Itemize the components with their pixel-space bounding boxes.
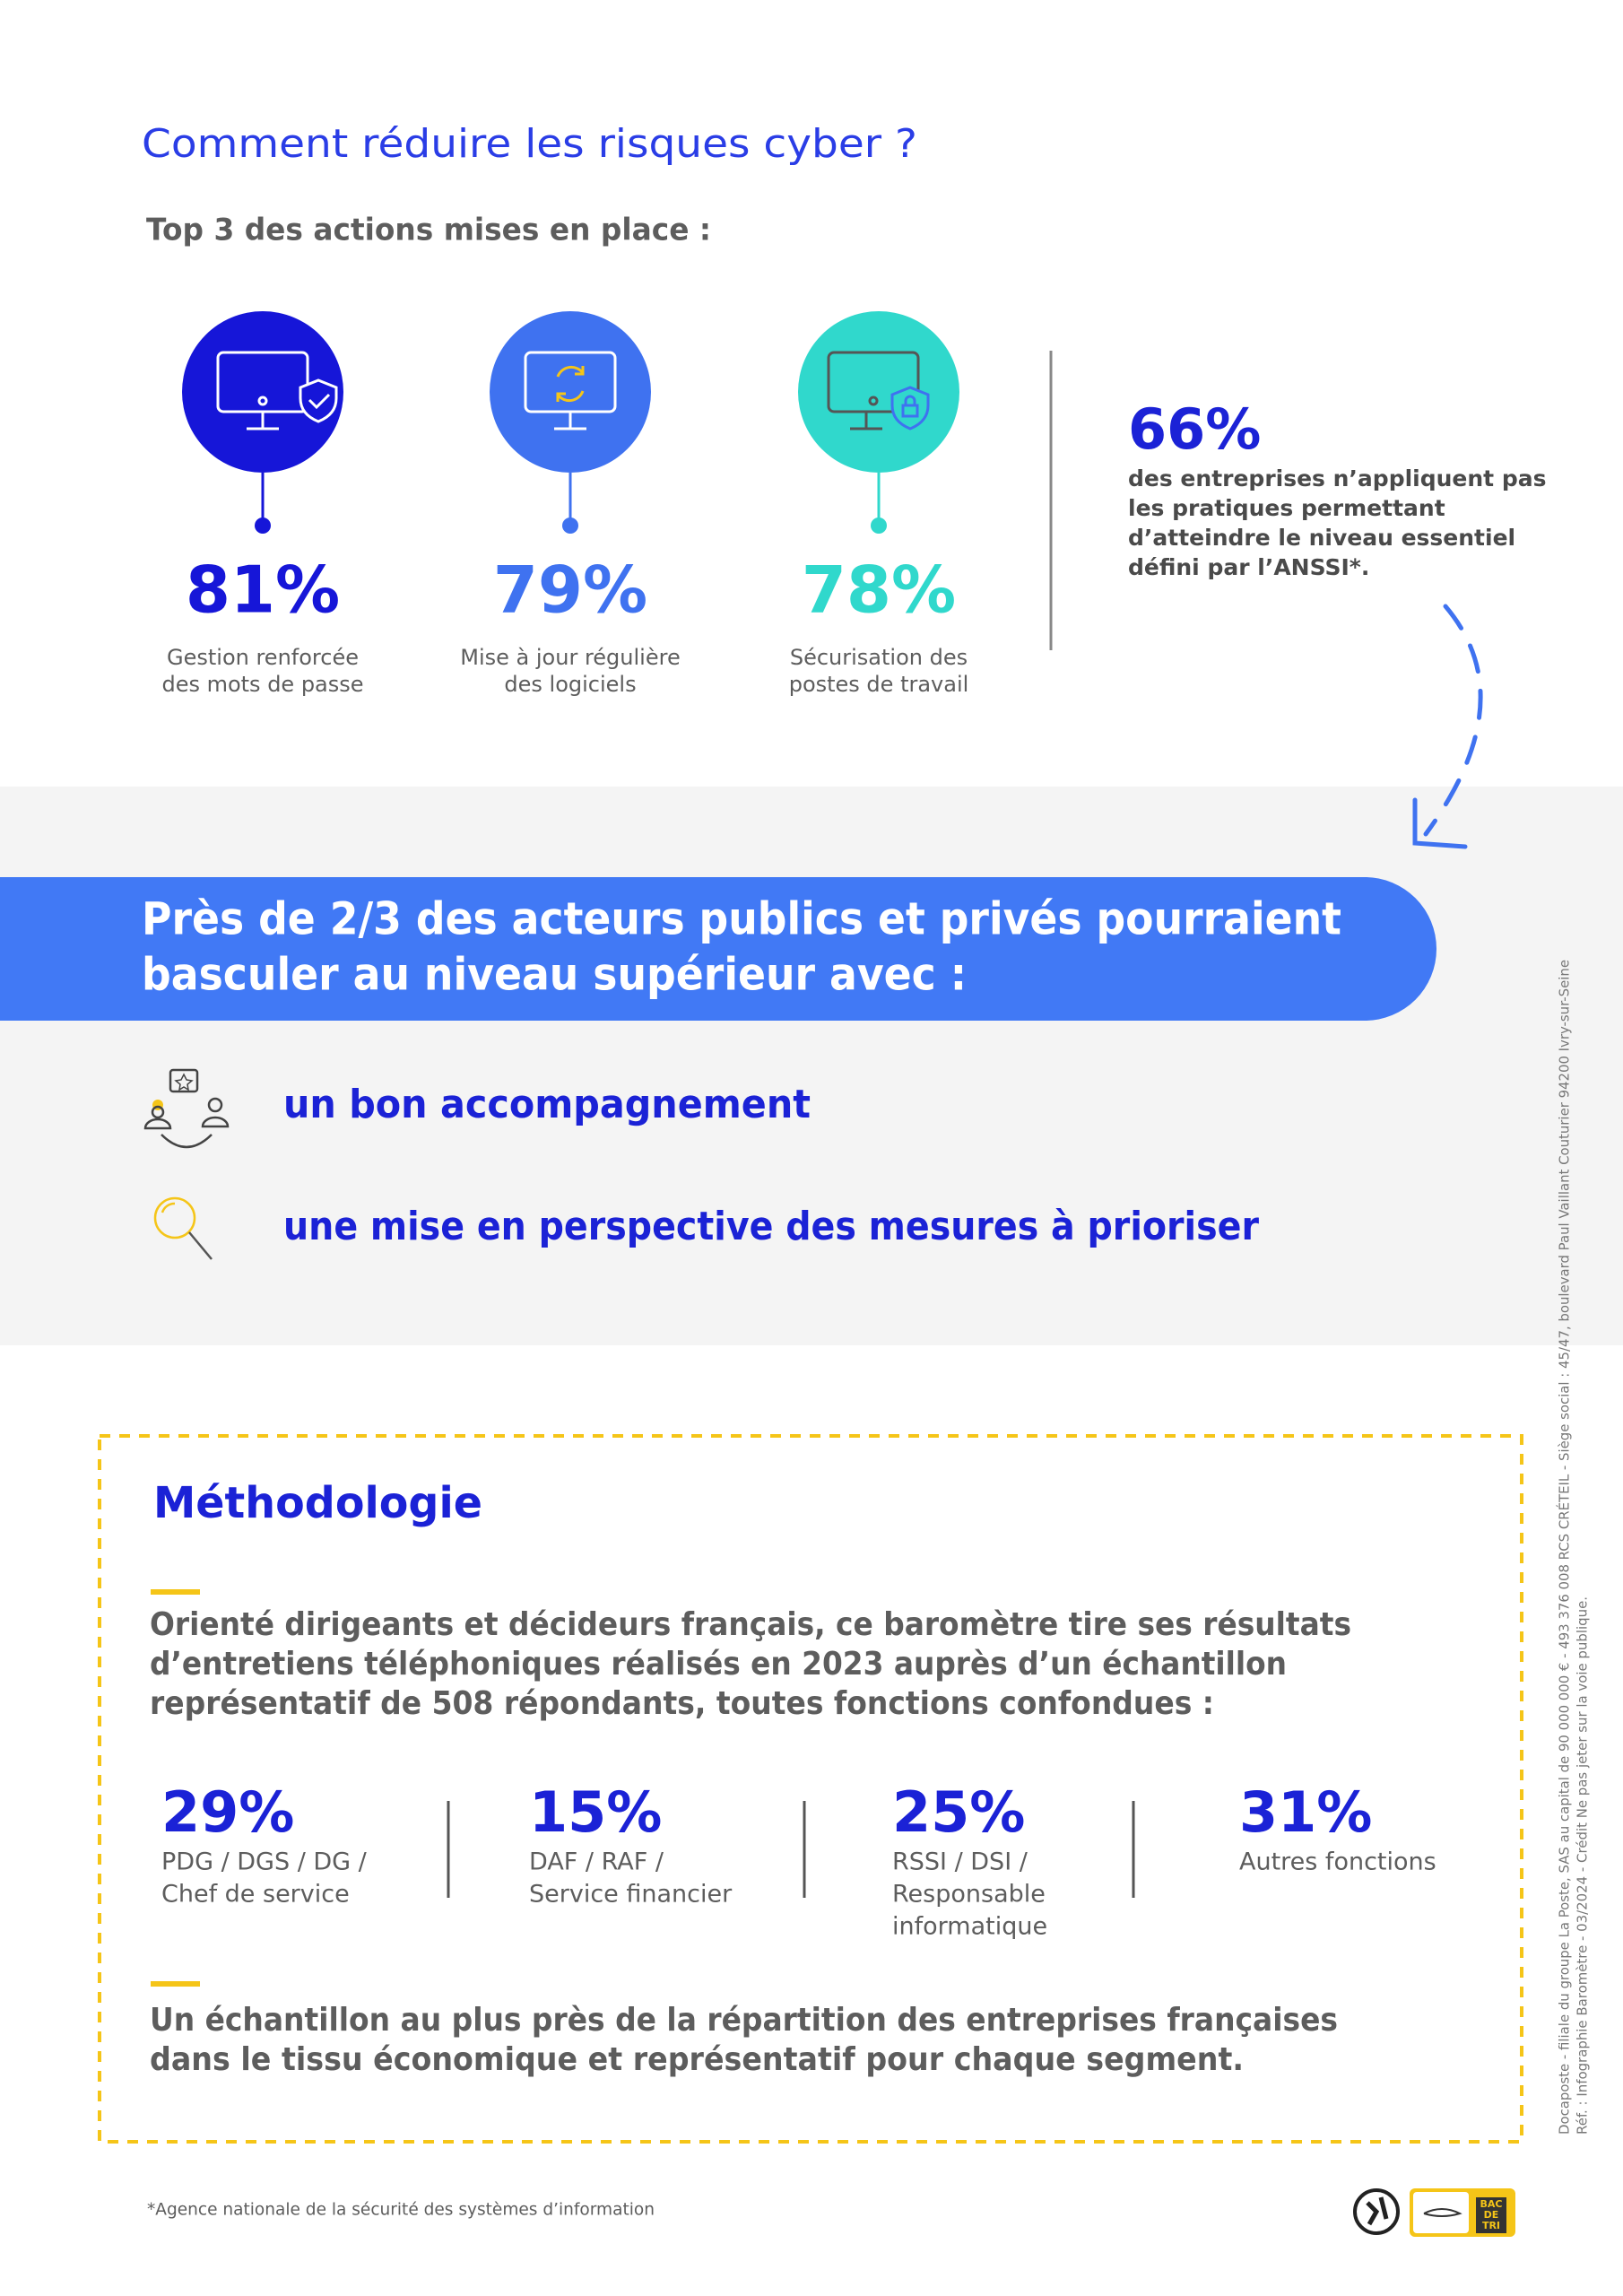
- legal-text: Réf. : Infographie Baromètre - 03/2024 -…: [1575, 1596, 1591, 2135]
- subtitle: Top 3 des actions mises en place :: [146, 213, 711, 248]
- stat-percent: 31%: [1239, 1779, 1372, 1845]
- methodology-conclusion: Un échantillon au plus près de la répart…: [150, 2002, 1338, 2039]
- methodology-intro: d’entretiens téléphoniques réalisés en 2…: [150, 1646, 1287, 1683]
- action-label: Mise à jour régulière: [460, 645, 680, 670]
- gray-band: [0, 787, 1623, 1345]
- bin-label: DE: [1484, 2209, 1499, 2221]
- highlight-text: les pratiques permettant: [1128, 495, 1445, 521]
- stat-label: informatique: [892, 1913, 1047, 1941]
- arrow-head: [1412, 797, 1468, 849]
- banner-text: Près de 2/3 des acteurs publics et privé…: [142, 893, 1341, 945]
- stat-label: DAF / RAF /: [529, 1848, 664, 1876]
- stat-label: Responsable: [892, 1881, 1046, 1909]
- action-percent: 79%: [493, 552, 647, 628]
- dot: [871, 517, 887, 534]
- highlight-text: d’atteindre le niveau essentiel: [1128, 525, 1515, 551]
- stat-percent: 15%: [529, 1779, 662, 1845]
- lever-text: un bon accompagnement: [283, 1082, 811, 1127]
- title: Comment réduire les risques cyber ?: [142, 121, 917, 167]
- icon-circle: [798, 311, 959, 473]
- action-label: Gestion renforcée: [167, 645, 359, 670]
- action-icons: [182, 311, 959, 534]
- support-icon: [143, 1068, 230, 1149]
- dot: [562, 517, 578, 534]
- methodology-intro: représentatif de 508 répondants, toutes …: [150, 1685, 1214, 1722]
- bin-label: BAC: [1480, 2198, 1503, 2210]
- methodology-intro: Orienté dirigeants et décideurs français…: [150, 1606, 1351, 1643]
- magnifier-icon: [153, 1196, 213, 1260]
- action-label: postes de travail: [789, 672, 969, 697]
- dot: [255, 517, 271, 534]
- action-label: Sécurisation des: [790, 645, 968, 670]
- methodology-title: Méthodologie: [153, 1478, 482, 1528]
- action-label: des mots de passe: [161, 672, 363, 697]
- bin-label: TRI: [1482, 2220, 1500, 2231]
- monitor-lock-icon: [827, 351, 930, 430]
- highlight-text: des entreprises n’appliquent pas: [1128, 465, 1546, 491]
- stat-percent: 29%: [161, 1779, 294, 1845]
- triman-inner: [1413, 2192, 1469, 2233]
- lever-text: une mise en perspective des mesures à pr…: [283, 1204, 1259, 1249]
- methodology-conclusion: dans le tissu économique et représentati…: [150, 2041, 1244, 2078]
- logos: [1353, 2188, 1515, 2237]
- methodology-box: [98, 1434, 1523, 2144]
- stat-label: Chef de service: [161, 1881, 350, 1909]
- legal-text: Docaposte - filiale du groupe La Poste, …: [1556, 960, 1573, 2135]
- dashed-arrow: [1423, 604, 1483, 837]
- stat-label: Service financier: [529, 1881, 733, 1909]
- monitor-update-icon: [524, 351, 617, 430]
- footnote: *Agence nationale de la sécurité des sys…: [147, 2200, 655, 2220]
- monitor-shield-icon: [216, 351, 338, 430]
- stat-label: Autres fonctions: [1239, 1848, 1436, 1876]
- stat-label: PDG / DGS / DG /: [161, 1848, 368, 1876]
- stat-label: RSSI / DSI /: [892, 1848, 1028, 1876]
- icon-circle: [490, 311, 651, 473]
- action-label: des logiciels: [504, 672, 636, 697]
- stat-percent: 25%: [892, 1779, 1025, 1845]
- recycle-logo: [1353, 2188, 1400, 2235]
- banner-text: basculer au niveau supérieur avec :: [142, 949, 967, 1001]
- highlight-percent: 66%: [1128, 396, 1261, 462]
- banner: [0, 877, 1436, 1021]
- bin: [1476, 2197, 1506, 2233]
- action-percent: 78%: [802, 552, 956, 628]
- triman-leaf: [1423, 2208, 1462, 2217]
- recycle-figure: [1366, 2196, 1389, 2226]
- action-percent: 81%: [186, 552, 340, 628]
- highlight-text: défini par l’ANSSI*.: [1128, 554, 1369, 580]
